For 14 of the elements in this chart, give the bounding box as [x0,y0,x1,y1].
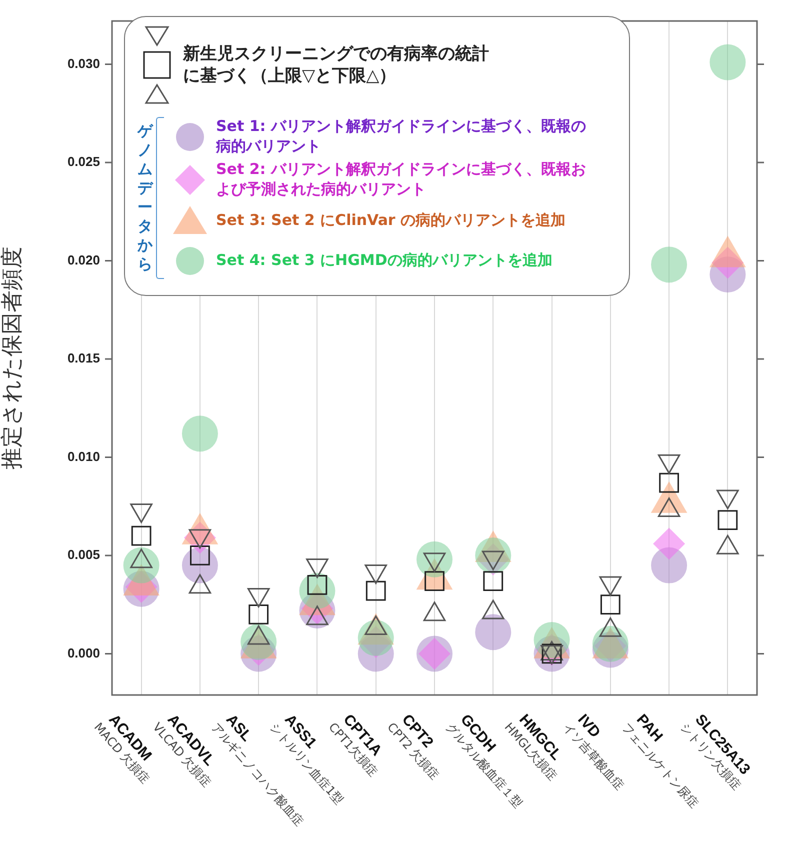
legend-label: Set 2: バリアント解釈ガイドラインに基づく、既報および予測された病的バリアント [216,160,588,199]
y-tick-label: 0.020 [67,252,100,268]
legend-label: 新生児スクリーニングでの有病率の統計に基づく（上限▽と下限△） [183,42,490,88]
y-axis-title: 推定された保因者頻度 [0,246,25,470]
y-tick-label: 0.025 [67,154,100,170]
legend-label: Set 1: バリアント解釈ガイドラインに基づく、既報の病的バリアント [216,117,588,156]
y-tick-label: 0.005 [67,547,100,562]
y-tick-label: 0.030 [67,56,100,71]
y-tick-label: 0.000 [67,645,100,660]
y-tick-label: 0.015 [67,350,100,366]
legend-label: Set 4: Set 3 にHGMDの病的バリアントを追加 [216,251,554,271]
legend-label: Set 3: Set 2 にClinVar の病的バリアントを追加 [216,211,567,231]
y-tick-label: 0.010 [67,448,100,464]
legend-title: ゲノムデータから [137,122,153,274]
